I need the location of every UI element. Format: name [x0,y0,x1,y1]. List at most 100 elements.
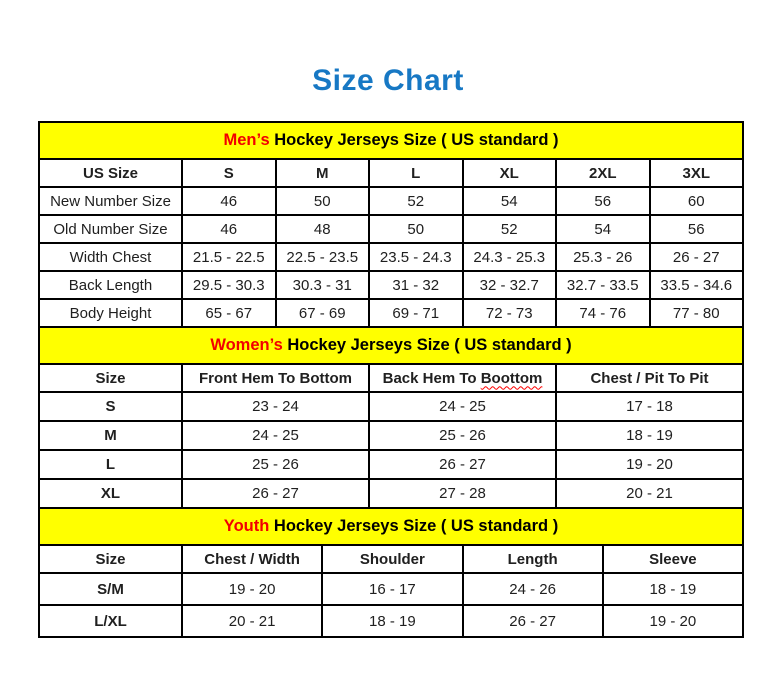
value-cell: 22.5 - 23.5 [274,242,370,272]
value-cell: 33.5 - 34.6 [648,270,744,300]
value-cell: 26 - 27 [461,604,604,638]
row-label: Body Height [38,298,183,328]
size-label: S/M [38,572,183,606]
womens-accent-word: Women’s [210,336,283,354]
womens-header-front-hem: Front Hem To Bottom [181,363,370,393]
value-cell: 25.3 - 26 [555,242,651,272]
youth-header-size: Size [38,544,183,574]
value-cell: 19 - 20 [601,604,745,638]
value-cell: 50 [274,186,370,216]
row-label: Old Number Size [38,214,183,244]
value-cell: 32.7 - 33.5 [555,270,651,300]
value-cell: 24 - 26 [461,572,604,606]
value-cell: 54 [461,186,557,216]
youth-header-shoulder: Shoulder [321,544,464,574]
table-row: Width Chest 21.5 - 22.5 22.5 - 23.5 23.5… [38,242,744,272]
womens-table-banner: Women’s Hockey Jerseys Size ( US standar… [38,326,744,365]
youth-accent-word: Youth [223,517,270,535]
mens-accent-word: Men’s [223,131,270,149]
value-cell: 25 - 26 [368,420,557,451]
womens-header-row: Size Front Hem To Bottom Back Hem To Boo… [38,363,744,393]
value-cell: 48 [274,214,370,244]
table-row: New Number Size 46 50 52 54 56 60 [38,186,744,216]
youth-header-row: Size Chest / Width Shoulder Length Sleev… [38,544,745,574]
youth-table-banner: Youth Hockey Jerseys Size ( US standard … [38,507,744,546]
size-label: M [38,420,183,451]
size-label: L/XL [38,604,183,638]
value-cell: 46 [181,186,277,216]
womens-header-chest: Chest / Pit To Pit [555,363,744,393]
value-cell: 18 - 19 [555,420,744,451]
value-cell: 26 - 27 [648,242,744,272]
mens-header-us-size: US Size [38,158,183,188]
youth-header-chest-width: Chest / Width [180,544,324,574]
mens-header-l: L [368,158,464,188]
value-cell: 69 - 71 [368,298,464,328]
table-row: XL 26 - 27 27 - 28 20 - 21 [38,478,744,509]
value-cell: 30.3 - 31 [274,270,370,300]
womens-header-size: Size [38,363,183,393]
table-row: S 23 - 24 24 - 25 17 - 18 [38,391,744,422]
mens-table-banner: Men’s Hockey Jerseys Size ( US standard … [38,121,744,160]
value-cell: 24 - 25 [181,420,370,451]
value-cell: 18 - 19 [321,604,464,638]
mens-header-2xl: 2XL [555,158,651,188]
value-cell: 50 [368,214,464,244]
value-cell: 19 - 20 [180,572,324,606]
table-row: L 25 - 26 26 - 27 19 - 20 [38,449,744,480]
mens-header-m: M [274,158,370,188]
value-cell: 23.5 - 24.3 [368,242,464,272]
mens-header-row: US Size S M L XL 2XL 3XL [38,158,744,188]
value-cell: 56 [648,214,744,244]
value-cell: 60 [648,186,744,216]
mens-size-table: Men’s Hockey Jerseys Size ( US standard … [38,121,744,328]
mens-header-xl: XL [461,158,557,188]
value-cell: 65 - 67 [181,298,277,328]
row-label: Width Chest [38,242,183,272]
value-cell: 46 [181,214,277,244]
size-label: S [38,391,183,422]
value-cell: 20 - 21 [180,604,324,638]
page-title: Size Chart [312,64,464,97]
table-row: M 24 - 25 25 - 26 18 - 19 [38,420,744,451]
womens-table-title: Women’s Hockey Jerseys Size ( US standar… [38,326,744,365]
mens-header-s: S [181,158,277,188]
mens-header-3xl: 3XL [648,158,744,188]
table-row: Back Length 29.5 - 30.3 30.3 - 31 31 - 3… [38,270,744,300]
youth-table-title: Youth Hockey Jerseys Size ( US standard … [38,507,744,546]
row-label: New Number Size [38,186,183,216]
womens-title-rest: Hockey Jerseys Size ( US standard ) [282,336,572,354]
value-cell: 16 - 17 [321,572,464,606]
value-cell: 26 - 27 [368,449,557,480]
value-cell: 32 - 32.7 [461,270,557,300]
value-cell: 52 [368,186,464,216]
size-label: XL [38,478,183,509]
value-cell: 19 - 20 [555,449,744,480]
youth-title-rest: Hockey Jerseys Size ( US standard ) [269,517,559,535]
value-cell: 20 - 21 [555,478,744,509]
value-cell: 27 - 28 [368,478,557,509]
youth-header-sleeve: Sleeve [601,544,745,574]
value-cell: 24 - 25 [368,391,557,422]
value-cell: 18 - 19 [601,572,745,606]
table-row: Old Number Size 46 48 50 52 54 56 [38,214,744,244]
value-cell: 17 - 18 [555,391,744,422]
size-label: L [38,449,183,480]
mens-title-rest: Hockey Jerseys Size ( US standard ) [269,131,559,149]
youth-header-length: Length [461,544,604,574]
row-label: Back Length [38,270,183,300]
value-cell: 56 [555,186,651,216]
value-cell: 21.5 - 22.5 [181,242,277,272]
value-cell: 72 - 73 [461,298,557,328]
womens-size-table: Women’s Hockey Jerseys Size ( US standar… [38,326,744,509]
size-tables: Men’s Hockey Jerseys Size ( US standard … [38,121,745,638]
table-row: L/XL 20 - 21 18 - 19 26 - 27 19 - 20 [38,604,745,638]
womens-header-back-hem: Back Hem To Boottom [368,363,557,393]
youth-size-table: Youth Hockey Jerseys Size ( US standard … [38,507,745,638]
value-cell: 25 - 26 [181,449,370,480]
mens-table-title: Men’s Hockey Jerseys Size ( US standard … [38,121,744,160]
back-hem-misspelled-word: Boottom [480,369,543,387]
value-cell: 23 - 24 [181,391,370,422]
value-cell: 74 - 76 [555,298,651,328]
